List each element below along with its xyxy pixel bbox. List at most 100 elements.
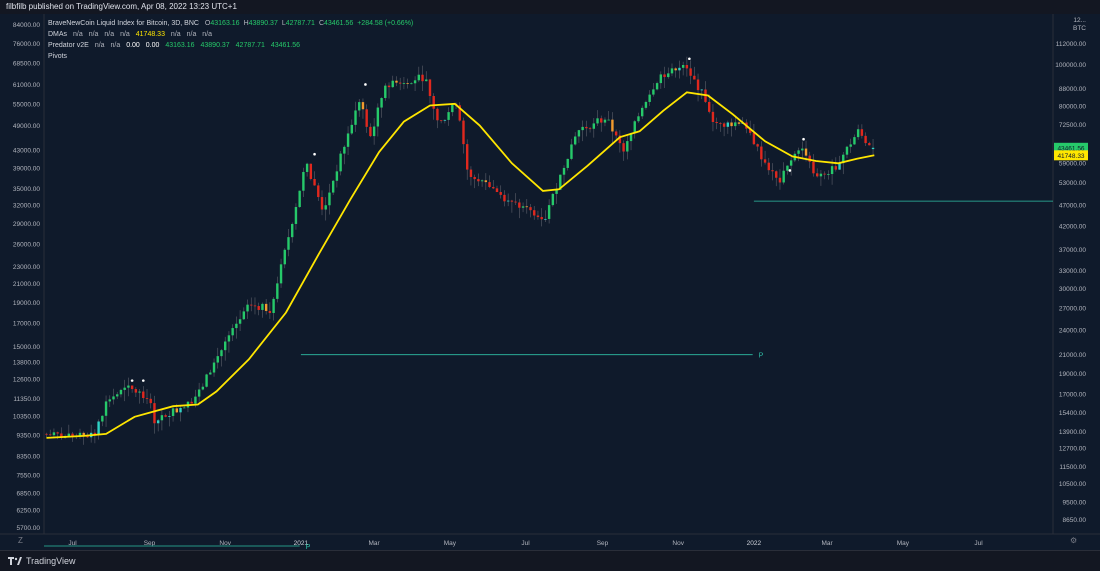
time-axis-tick-label: May	[897, 540, 910, 547]
candle-body	[667, 73, 670, 78]
right-axis-tick-label: 24000.00	[1059, 327, 1086, 334]
signal-marker	[802, 137, 805, 141]
dmas-label[interactable]: DMAs	[48, 31, 68, 38]
candle-body	[447, 112, 450, 120]
right-axis-tick-label: 19000.00	[1059, 371, 1086, 378]
open-label: O	[204, 20, 211, 27]
candle-body	[566, 158, 569, 168]
left-axis-tick-label: 6250.00	[17, 508, 41, 515]
candle-body	[819, 173, 823, 177]
candle-body	[797, 150, 800, 154]
candle-body	[272, 298, 275, 314]
candle-body	[451, 103, 454, 113]
candle-body	[398, 82, 402, 84]
candle-body	[291, 223, 294, 238]
candle-body	[775, 171, 778, 178]
candle-body	[685, 64, 689, 69]
candle-body	[719, 122, 722, 124]
candle-body	[700, 89, 703, 91]
time-axis-tick-label: Jul	[521, 540, 530, 547]
candle-body	[789, 160, 793, 166]
candle-body	[626, 141, 629, 152]
candle-body	[659, 74, 663, 84]
candle-body	[279, 264, 283, 284]
left-axis-tick-label: 19000.00	[13, 300, 40, 307]
candle-body	[116, 394, 119, 397]
candle-body	[421, 74, 424, 82]
header-bar: filbfilb published on TradingView.com, A…	[0, 0, 1100, 14]
candle-body	[488, 182, 491, 187]
right-axis-tick-label: 59000.00	[1059, 160, 1086, 167]
candle-body	[473, 176, 476, 180]
candle-body	[499, 192, 502, 195]
time-axis-tick-label: Nov	[219, 540, 231, 547]
legend-pivots-row: Pivots	[48, 53, 71, 60]
candle-body	[358, 102, 361, 111]
candle-body	[808, 155, 811, 162]
candle-body	[827, 174, 830, 175]
settings-gear-icon[interactable]: ⚙	[1070, 536, 1078, 545]
candle-body	[663, 74, 666, 78]
right-axis-tick-label: 10500.00	[1059, 481, 1086, 488]
candle-body	[276, 283, 279, 299]
candle-body	[216, 356, 219, 363]
symbol-title[interactable]: BraveNewCoin Liquid Index for Bitcoin, 3…	[48, 20, 199, 27]
candle-body	[343, 146, 346, 154]
left-axis-tick-label: 11350.00	[13, 396, 40, 403]
candle-body	[361, 102, 365, 110]
dmas-value-1: n/a	[73, 31, 83, 38]
candle-body	[771, 170, 774, 172]
candle-body	[540, 217, 543, 220]
right-axis-tick-label: 17000.00	[1059, 391, 1086, 398]
candle-body	[689, 68, 692, 76]
left-axis-tick-label: 35000.00	[13, 186, 40, 193]
candle-body	[637, 116, 640, 122]
candle-body	[82, 432, 85, 436]
pivots-label[interactable]: Pivots	[48, 53, 68, 60]
candle-body	[577, 130, 581, 137]
tradingview-logo[interactable]: TradingView	[8, 556, 76, 566]
candle-body	[331, 180, 335, 193]
candle-body	[477, 179, 480, 182]
left-axis-tick-label: 61000.00	[13, 82, 40, 89]
candle-body	[734, 122, 737, 127]
candle-body	[350, 124, 353, 134]
candle-body	[641, 107, 644, 117]
high-value: 43890.37	[248, 20, 278, 27]
candle-body	[138, 391, 141, 393]
left-scale-button[interactable]: Z	[18, 536, 23, 545]
candle-body	[283, 249, 286, 265]
candle-body	[547, 205, 551, 219]
signal-marker	[788, 169, 792, 172]
candle-body	[380, 98, 383, 108]
candle-body	[231, 328, 234, 336]
candle-body	[153, 403, 156, 424]
candle-body	[97, 421, 100, 435]
candle-body	[533, 210, 536, 216]
predator-low: 42787.71	[235, 42, 265, 49]
left-axis-tick-label: 13800.00	[13, 360, 40, 367]
left-axis-tick-label: 43000.00	[13, 147, 40, 154]
candle-body	[298, 190, 301, 208]
candle-body	[708, 101, 711, 112]
chart-area[interactable]: 84000.00 76000.00 68500.00 61000.00 55000.00…	[0, 14, 1100, 550]
candle-body	[402, 83, 406, 84]
candle-body	[629, 133, 633, 142]
candle-body	[190, 401, 193, 404]
last-price-label: 43461.56	[1057, 145, 1084, 152]
candle-body	[607, 119, 610, 121]
predator-label[interactable]: Predator v2E	[48, 42, 89, 49]
dmas-value-2: n/a	[88, 31, 99, 38]
candle-body	[458, 105, 461, 121]
candle-body	[127, 385, 130, 388]
price-chart[interactable]: 84000.00 76000.00 68500.00 61000.00 55000.00…	[0, 14, 1100, 550]
candle-body	[823, 173, 826, 175]
candle-body	[104, 401, 108, 416]
candle-body	[756, 144, 759, 147]
signal-marker	[141, 379, 145, 382]
dmas-value-6: n/a	[186, 31, 197, 38]
left-axis-tick-label: 39000.00	[13, 166, 40, 173]
signal-marker	[364, 83, 367, 86]
candle-body	[856, 129, 860, 138]
candle-body	[391, 80, 394, 88]
